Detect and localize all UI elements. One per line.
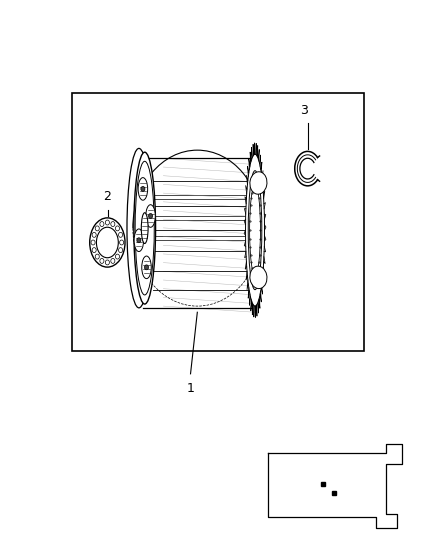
- Ellipse shape: [127, 148, 151, 308]
- Circle shape: [148, 214, 152, 219]
- Ellipse shape: [134, 152, 155, 304]
- Ellipse shape: [250, 266, 267, 288]
- Ellipse shape: [135, 161, 154, 295]
- Ellipse shape: [250, 185, 261, 276]
- Circle shape: [120, 240, 124, 245]
- Ellipse shape: [96, 227, 118, 258]
- Circle shape: [116, 254, 120, 259]
- Circle shape: [111, 222, 115, 227]
- Circle shape: [119, 248, 123, 253]
- Circle shape: [119, 232, 123, 237]
- Text: 3: 3: [300, 104, 308, 117]
- Circle shape: [100, 222, 104, 227]
- Circle shape: [91, 240, 95, 245]
- Ellipse shape: [146, 205, 155, 227]
- Circle shape: [137, 238, 141, 243]
- Circle shape: [95, 254, 99, 259]
- Circle shape: [92, 232, 96, 237]
- Ellipse shape: [250, 172, 267, 194]
- Circle shape: [100, 259, 104, 263]
- Ellipse shape: [246, 154, 265, 306]
- Circle shape: [92, 248, 96, 253]
- Text: 2: 2: [103, 190, 111, 204]
- Circle shape: [105, 260, 110, 265]
- Ellipse shape: [90, 218, 125, 267]
- Bar: [72, 93, 364, 351]
- Ellipse shape: [142, 256, 151, 279]
- Circle shape: [141, 187, 145, 191]
- Circle shape: [111, 259, 115, 263]
- Circle shape: [105, 220, 110, 225]
- Ellipse shape: [138, 177, 148, 200]
- Ellipse shape: [248, 171, 262, 290]
- Ellipse shape: [141, 213, 148, 244]
- Ellipse shape: [134, 229, 144, 252]
- Text: 1: 1: [187, 382, 194, 395]
- Circle shape: [95, 226, 99, 231]
- Circle shape: [145, 265, 148, 270]
- Circle shape: [116, 226, 120, 231]
